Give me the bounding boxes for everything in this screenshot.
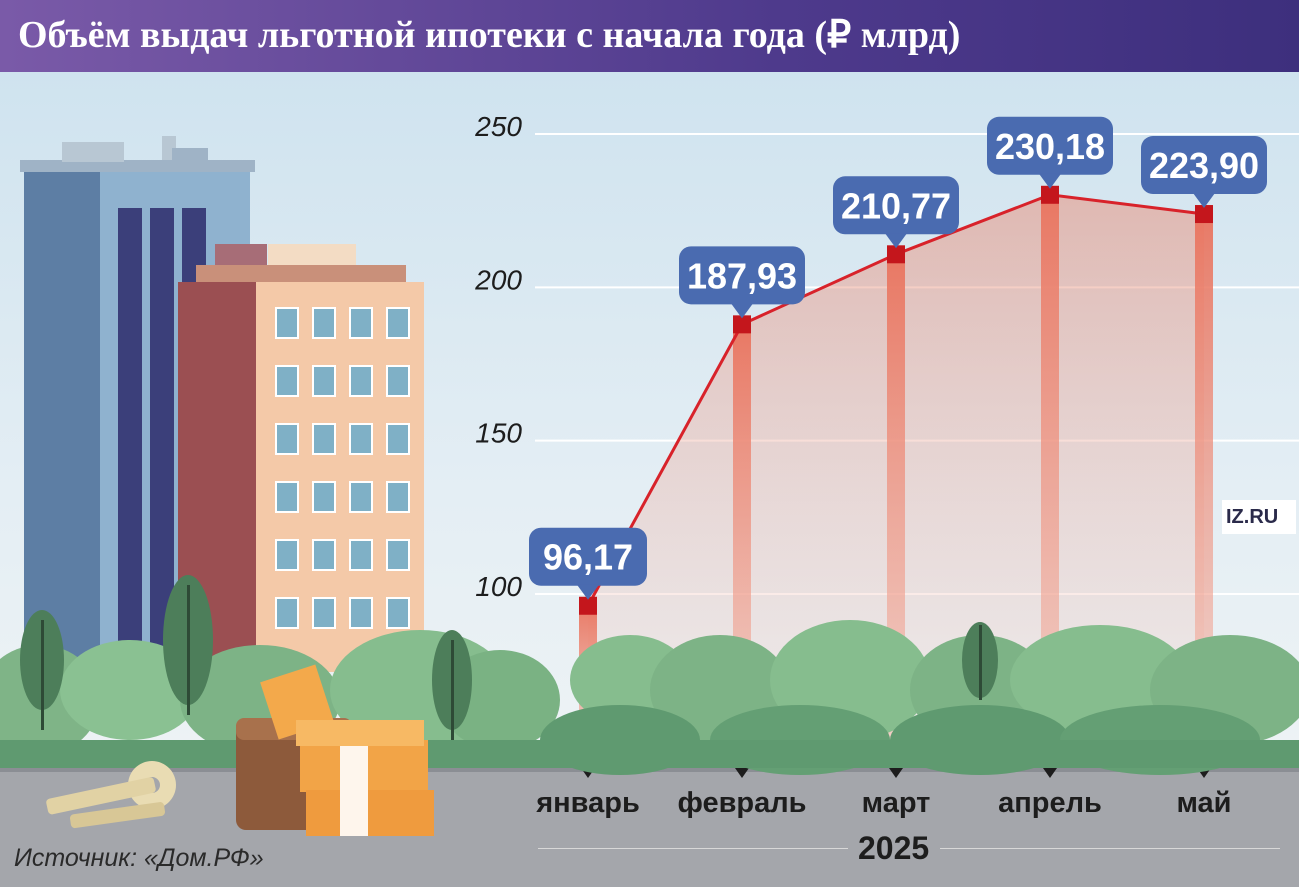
data-point-4 xyxy=(1041,185,1059,204)
x-tick-label: май xyxy=(1176,787,1231,819)
callout-box xyxy=(1141,136,1267,195)
iz-ru-logo: IZ.RU xyxy=(1222,500,1296,534)
y-tick-label: 100 xyxy=(475,571,522,602)
callout-pointer xyxy=(1193,193,1215,209)
data-point-5 xyxy=(1195,205,1213,224)
building-illustration xyxy=(20,136,424,672)
y-tick-label: 250 xyxy=(474,111,522,142)
data-label: 96,17 xyxy=(543,537,633,578)
callout-box xyxy=(679,246,805,305)
value-bar-5 xyxy=(1195,214,1213,769)
callout-pointer xyxy=(1039,173,1061,189)
value-callout-1: 96,17 xyxy=(529,527,647,600)
data-label: 230,18 xyxy=(995,126,1105,167)
callout-pointer xyxy=(885,233,907,249)
y-tick-label: 150 xyxy=(475,418,522,449)
callout-box xyxy=(987,116,1113,175)
data-point-1 xyxy=(579,596,597,615)
value-callout-5: 223,90 xyxy=(1141,136,1267,209)
keys-illustration xyxy=(46,761,176,829)
y-tick-label: 200 xyxy=(474,264,522,295)
callout-pointer xyxy=(577,584,599,600)
x-tick-label: апрель xyxy=(998,787,1102,819)
data-label: 187,93 xyxy=(687,255,797,296)
value-callout-3: 210,77 xyxy=(833,176,959,249)
year-divider-right xyxy=(940,848,1280,849)
callout-box xyxy=(833,176,959,235)
data-point-3 xyxy=(887,245,905,264)
callout-pointer xyxy=(731,303,753,319)
year-divider-left xyxy=(538,848,848,849)
ground xyxy=(0,772,1299,887)
chart-title: Объём выдач льготной ипотеки с начала го… xyxy=(18,14,961,56)
x-tick-marker xyxy=(889,768,903,778)
logo-text: IZ.RU xyxy=(1226,506,1279,528)
x-tick-label: март xyxy=(862,787,931,819)
money-illustration xyxy=(296,720,434,836)
x-tick-marker xyxy=(735,768,749,778)
value-bar-4 xyxy=(1041,194,1059,769)
x-tick-label: январь xyxy=(535,787,640,819)
callout-box xyxy=(529,527,647,586)
value-callout-2: 187,93 xyxy=(679,246,805,319)
x-axis-title: 2025 xyxy=(858,830,930,866)
trees-illustration xyxy=(0,575,1299,775)
value-callout-4: 230,18 xyxy=(987,116,1113,189)
data-point-2 xyxy=(733,315,751,334)
title-bar: Объём выдач льготной ипотеки с начала го… xyxy=(0,0,1299,72)
data-label: 210,77 xyxy=(841,185,951,226)
x-tick-label: февраль xyxy=(677,787,806,819)
source-note: Источник: «Дом.РФ» xyxy=(14,844,264,872)
x-tick-marker xyxy=(1043,768,1057,778)
data-label: 223,90 xyxy=(1149,145,1259,186)
